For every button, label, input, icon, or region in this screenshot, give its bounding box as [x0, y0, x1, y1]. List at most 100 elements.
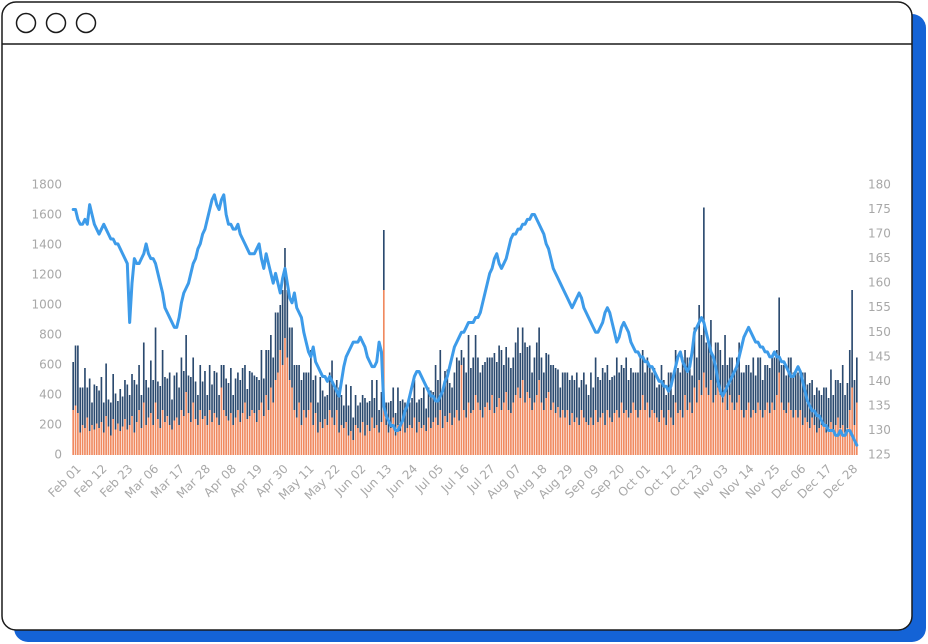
bar — [347, 435, 350, 455]
bar — [244, 365, 246, 403]
bar — [818, 390, 820, 428]
bar — [397, 425, 399, 455]
bar — [733, 410, 736, 455]
bar — [703, 207, 705, 373]
bar — [258, 410, 260, 455]
bar — [674, 350, 677, 403]
bar — [517, 387, 519, 455]
bar — [411, 398, 413, 428]
bar — [119, 389, 122, 431]
bar — [302, 410, 305, 455]
bar — [345, 384, 347, 422]
bar — [641, 350, 644, 395]
bar — [81, 425, 84, 455]
line — [71, 193, 859, 447]
bar — [606, 365, 609, 410]
bar — [347, 405, 350, 436]
bar — [827, 398, 830, 428]
bar — [77, 345, 79, 413]
bar — [72, 362, 75, 410]
bar — [533, 357, 536, 403]
bar — [300, 425, 303, 455]
bar — [481, 365, 484, 418]
bar — [495, 407, 498, 455]
bar — [448, 413, 451, 455]
bar — [310, 350, 312, 403]
bar — [686, 357, 689, 410]
bar — [521, 327, 524, 380]
bar — [100, 422, 103, 455]
bar — [314, 413, 317, 455]
bar — [695, 357, 698, 403]
bar — [404, 402, 406, 433]
bar — [644, 410, 646, 455]
bar — [543, 372, 545, 410]
bar — [630, 413, 632, 455]
bar — [286, 357, 289, 455]
window-button[interactable] — [15, 12, 37, 34]
bar — [319, 377, 322, 422]
bar — [401, 399, 404, 422]
bar — [778, 297, 780, 373]
bar — [808, 428, 811, 455]
bar — [91, 425, 93, 455]
bar — [672, 395, 675, 425]
bar — [462, 357, 465, 410]
bar — [300, 380, 303, 425]
bar — [432, 392, 435, 422]
bar — [545, 353, 548, 398]
bar — [230, 368, 232, 413]
bar — [519, 398, 522, 455]
bar — [262, 378, 265, 416]
bar — [251, 410, 253, 455]
bar — [521, 380, 524, 455]
bar — [420, 398, 423, 428]
bar — [352, 440, 355, 455]
bar — [138, 410, 140, 455]
bar — [415, 402, 418, 433]
bar — [759, 410, 762, 455]
bar — [335, 380, 338, 410]
bar — [599, 417, 602, 455]
bar — [615, 357, 618, 410]
bar — [557, 407, 559, 455]
bar — [512, 402, 515, 455]
bar — [338, 387, 340, 433]
bar — [467, 402, 470, 455]
bar — [686, 410, 689, 455]
y2-tick-label: 160 — [868, 276, 891, 290]
bar — [853, 380, 856, 425]
bar — [637, 417, 639, 455]
bar — [733, 372, 736, 410]
bar — [199, 410, 202, 455]
bar — [110, 435, 112, 455]
bar — [314, 375, 317, 413]
bar — [691, 413, 693, 455]
bar — [102, 402, 105, 433]
bar — [133, 380, 136, 433]
bar — [444, 371, 446, 416]
bar — [218, 425, 220, 455]
window-button[interactable] — [75, 12, 97, 34]
bar — [620, 365, 623, 403]
bar — [171, 429, 173, 455]
bar — [735, 402, 738, 455]
bar — [601, 368, 604, 413]
bar — [453, 372, 456, 418]
bar — [239, 422, 242, 455]
bar — [477, 357, 479, 403]
bar — [707, 342, 710, 395]
bar — [564, 372, 566, 418]
window-button[interactable] — [45, 12, 67, 34]
bar — [672, 425, 675, 455]
bar — [79, 387, 82, 433]
bar — [834, 380, 837, 425]
bar — [182, 371, 185, 416]
bar — [587, 395, 590, 425]
window — [1, 1, 913, 631]
bar — [754, 413, 757, 455]
bar — [88, 431, 91, 455]
bar — [342, 405, 345, 428]
bar — [823, 425, 825, 455]
bar — [681, 357, 684, 418]
